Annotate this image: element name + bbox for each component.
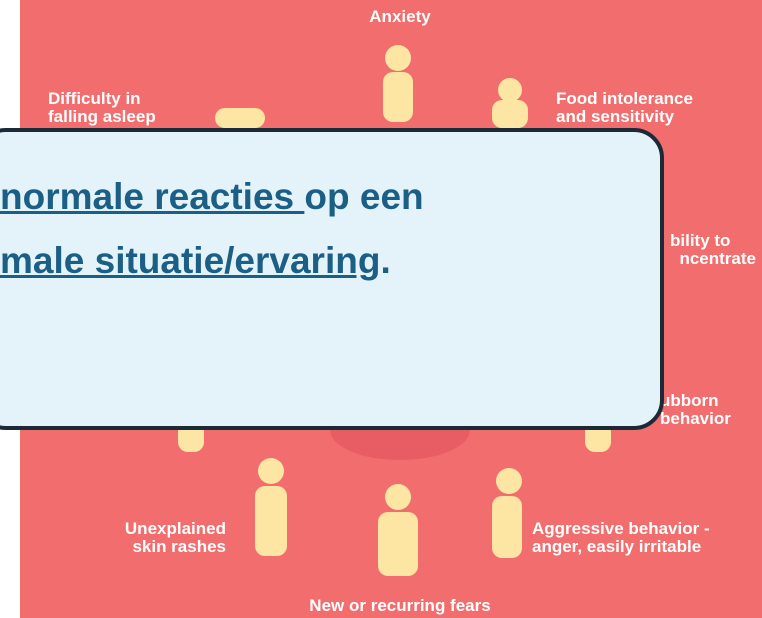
callout-text: male situatie/ervaring. — [0, 240, 391, 282]
label-line: falling asleep — [48, 108, 156, 126]
label-line: Unexplained — [60, 520, 226, 538]
figure — [492, 100, 528, 128]
figure — [255, 486, 287, 556]
figure — [498, 78, 522, 102]
figure — [385, 484, 411, 510]
figure — [385, 45, 411, 71]
label-line: ubborn — [660, 392, 731, 410]
label-line: and sensitivity — [556, 108, 693, 126]
figure — [378, 512, 418, 576]
label: Anxiety — [0, 8, 762, 26]
label-line: Difficulty in — [48, 90, 156, 108]
label-line: ncentrate — [666, 250, 756, 268]
callout-text: normale reacties — [0, 176, 304, 217]
figure — [258, 458, 284, 484]
slide: Anxiety Difficulty infalling asleep Food… — [0, 0, 762, 618]
figure — [496, 468, 522, 494]
figure — [492, 496, 522, 558]
callout-text: male situatie/ervaring — [0, 240, 380, 281]
label-line: bility to — [666, 232, 756, 250]
callout-text: op een — [304, 176, 423, 217]
callout-text: normale reacties op een — [0, 176, 424, 218]
label: New or recurring fears — [0, 597, 762, 615]
callout-text: . — [380, 240, 390, 281]
figure — [215, 108, 265, 128]
label-line: skin rashes — [60, 538, 226, 556]
label-line: behavior — [660, 410, 731, 428]
label-line: Food intolerance — [556, 90, 693, 108]
label-line: Aggressive behavior - — [532, 520, 710, 538]
figure — [383, 72, 413, 122]
label-line: anger, easily irritable — [532, 538, 710, 556]
label: Aggressive behavior -anger, easily irrit… — [532, 520, 710, 556]
